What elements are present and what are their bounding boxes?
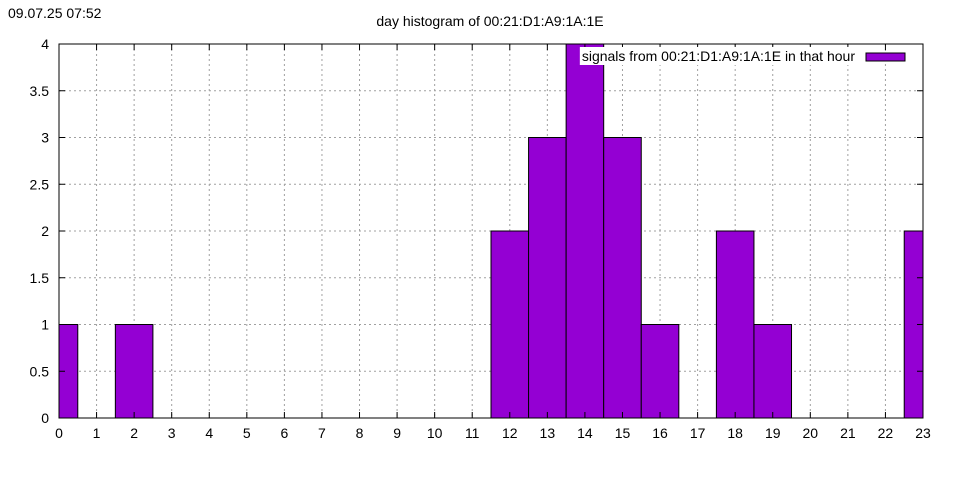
- bar-hour-13: [528, 137, 567, 419]
- bar-hour-15: [603, 137, 642, 419]
- x-tick-label: 6: [280, 425, 288, 441]
- x-tick-label: 1: [93, 425, 101, 441]
- bar-hour-19: [753, 324, 793, 419]
- x-tick-label: 11: [465, 425, 480, 441]
- legend-background: [579, 47, 858, 65]
- x-tick-label: 16: [652, 425, 668, 441]
- x-tick-label: 17: [690, 425, 706, 441]
- y-tick-label: 3.5: [30, 83, 50, 99]
- x-tick-label: 8: [356, 425, 364, 441]
- x-tick-label: 7: [318, 425, 326, 441]
- x-tick-label: 14: [577, 425, 593, 441]
- x-tick-label: 4: [205, 425, 213, 441]
- x-tick-label: 12: [502, 425, 518, 441]
- ticks: 0 1 2 3 4 5 6 7 8 9 10 11 12 13 14 15 16 17 18 19 20 21 22 2300…: [30, 36, 931, 441]
- bar-hour-16: [640, 324, 680, 419]
- y-tick-label: 2.5: [30, 176, 50, 192]
- bar-hour-2: [114, 324, 154, 419]
- y-tick-label: 0: [41, 410, 49, 426]
- x-tick-label: 15: [615, 425, 631, 441]
- y-tick-label: 3: [41, 130, 49, 146]
- x-tick-label: 2: [130, 425, 138, 441]
- x-tick-label: 23: [915, 425, 931, 441]
- y-tick-label: 0.5: [30, 363, 50, 379]
- timestamp: 09.07.25 07:52: [8, 5, 102, 21]
- x-tick-label: 20: [803, 425, 819, 441]
- legend: signals from 00:21:D1:A9:1A:1E in that h…: [579, 47, 906, 65]
- x-tick-label: 0: [55, 425, 63, 441]
- legend-swatch: [865, 52, 906, 62]
- x-tick-label: 3: [168, 425, 176, 441]
- y-tick-label: 1: [41, 317, 49, 333]
- x-tick-label: 13: [540, 425, 556, 441]
- x-tick-label: 10: [427, 425, 443, 441]
- y-tick-label: 4: [41, 36, 49, 52]
- x-tick-label: 18: [727, 425, 743, 441]
- x-tick-label: 19: [765, 425, 781, 441]
- x-tick-label: 9: [393, 425, 401, 441]
- chart-title: day histogram of 00:21:D1:A9:1A:1E: [376, 13, 603, 29]
- bar-hour-18: [715, 230, 755, 419]
- legend-label: signals from 00:21:D1:A9:1A:1E in that h…: [582, 48, 855, 64]
- x-tick-label: 5: [243, 425, 251, 441]
- y-tick-label: 2: [41, 223, 49, 239]
- bar-hour-14: [565, 43, 605, 419]
- bar-hour-12: [490, 230, 530, 419]
- x-tick-label: 21: [840, 425, 856, 441]
- y-tick-label: 1.5: [30, 270, 50, 286]
- x-tick-label: 22: [878, 425, 894, 441]
- bars: [58, 43, 924, 419]
